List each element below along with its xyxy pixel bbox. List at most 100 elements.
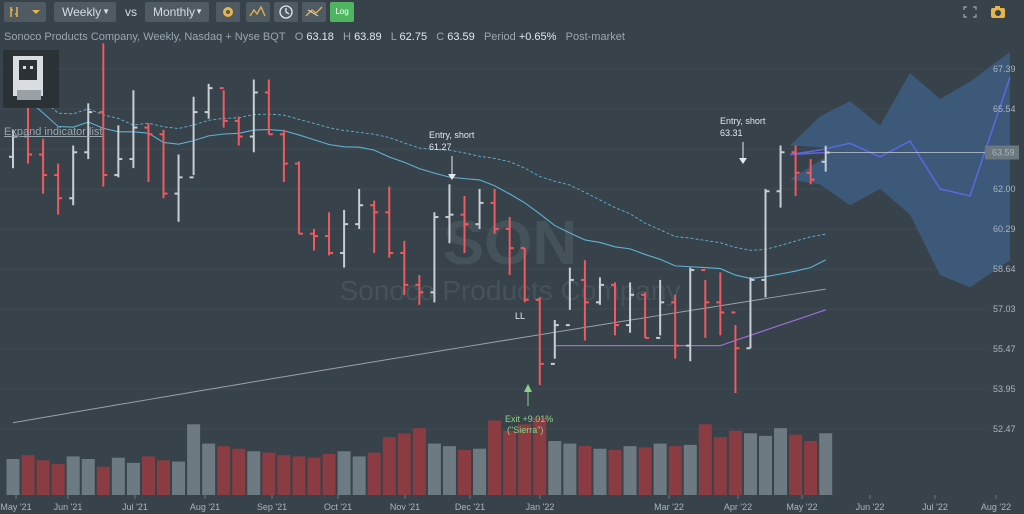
time-tick-label: Mar '22: [654, 502, 684, 512]
log-label: Log: [335, 7, 349, 16]
time-tick-label: Aug '21: [190, 502, 220, 512]
volume-bar: [473, 448, 487, 495]
price-tick-label: 53.95: [993, 384, 1016, 394]
volume-bar: [81, 459, 95, 495]
ohlc-bar: [716, 272, 725, 336]
price-axis: 67.3965.5463.7462.0060.2958.6457.0355.47…: [985, 64, 1019, 434]
ohlc-bar: [595, 277, 604, 305]
volume-bars: [6, 417, 833, 495]
log-scale-toggle[interactable]: Log: [330, 2, 354, 22]
volume-bar: [503, 430, 517, 495]
ohlc-bar: [791, 145, 800, 196]
ohlc-bar: [325, 212, 334, 256]
volume-bar: [789, 434, 803, 495]
indicator-icon[interactable]: [246, 2, 270, 22]
volume-bar: [759, 435, 772, 495]
volume-bar: [187, 424, 201, 495]
volume-bar: [352, 456, 366, 495]
ohlc-bar: [9, 129, 17, 169]
ohlc-bar: [144, 123, 153, 182]
compare-label: Monthly: [153, 5, 196, 19]
entry-short-label-2: Entry, short: [720, 116, 766, 126]
interval-label: Weekly: [62, 5, 102, 19]
session-label: Post-market: [565, 31, 625, 43]
volume-bar: [668, 446, 682, 495]
time-tick-label: Jul '22: [922, 502, 948, 512]
ohlc-bar: [641, 292, 650, 339]
chevron-down-icon: ▼: [195, 7, 203, 16]
ohlc-bar: [310, 228, 318, 251]
ohlc-bar: [565, 267, 574, 327]
volume-bar: [623, 446, 637, 495]
volume-bar: [382, 437, 396, 495]
volume-bar: [367, 452, 381, 495]
trade-annotations: Entry, short 61.27 Entry, short 63.31 Ex…: [429, 116, 766, 435]
volume-bar: [292, 456, 306, 495]
ohlc-bar: [776, 145, 785, 208]
volume-bar: [6, 459, 20, 495]
price-tick-label: 65.54: [993, 104, 1016, 114]
ohlc-bar: [219, 87, 228, 128]
ohlc-bar: [99, 43, 108, 187]
clock-icon[interactable]: [274, 2, 298, 22]
ohlc-bar: [114, 125, 123, 178]
volume-bar: [202, 443, 216, 495]
price-tick-label: 57.03: [993, 304, 1016, 314]
volume-bar: [232, 448, 246, 495]
volume-bar: [488, 420, 502, 495]
price-tick-label: 55.47: [993, 344, 1016, 354]
chevron-down-icon[interactable]: [26, 2, 46, 22]
volume-bar: [51, 464, 65, 495]
ohlc-bar: [671, 294, 680, 359]
price-tick-label: 67.39: [993, 64, 1016, 74]
exit-label: Exit +9.01%: [505, 414, 553, 424]
ohlc-bar: [84, 103, 93, 160]
volume-bar: [683, 444, 697, 495]
price-chart[interactable]: SON Sonoco Products Company Entry, short…: [0, 24, 1024, 514]
bars-style-icon[interactable]: [4, 2, 28, 22]
ohlc-bar: [656, 279, 665, 339]
toolbar: Weekly ▼ vs Monthly ▼ Log: [0, 0, 1024, 24]
volume-bar: [774, 428, 788, 495]
volume-bar: [397, 433, 411, 495]
camera-icon[interactable]: [986, 2, 1010, 22]
entry-short-value-2: 63.31: [720, 128, 743, 138]
high-value: 63.89: [354, 31, 382, 43]
interval-select[interactable]: Weekly ▼: [54, 2, 116, 22]
volume-bar: [563, 443, 577, 495]
fullscreen-icon[interactable]: [958, 2, 982, 22]
ohlc-bar: [129, 90, 138, 169]
ohlc-bar: [445, 184, 454, 244]
ma-line: [12, 87, 826, 279]
volume-bar: [111, 457, 125, 495]
volume-bar: [217, 446, 231, 495]
vs-label: vs: [125, 5, 137, 19]
ohlc-bar: [159, 129, 168, 199]
time-tick-label: Aug '22: [981, 502, 1011, 512]
volume-bar: [819, 433, 833, 495]
ohlc-bar: [821, 145, 830, 172]
ohlc-bar: [24, 103, 33, 164]
volume-bar: [578, 446, 592, 495]
volume-bar: [593, 448, 607, 495]
volume-bar: [157, 460, 170, 495]
price-tick-label: 58.64: [993, 264, 1016, 274]
volume-bar: [442, 446, 456, 495]
ohlc-bar: [475, 188, 484, 229]
time-tick-label: Jun '22: [856, 502, 885, 512]
ohlc-bar: [294, 161, 303, 235]
volume-bar: [653, 443, 667, 495]
volume-bar: [277, 455, 291, 495]
time-tick-label: May '22: [786, 502, 817, 512]
last-price-label: 63.59: [992, 147, 1015, 157]
volume-bar: [608, 450, 622, 495]
ohlc-bar: [340, 209, 349, 268]
volume-bar: [141, 456, 155, 495]
compare-select[interactable]: Monthly ▼: [145, 2, 209, 22]
volume-bar: [412, 428, 426, 495]
gear-icon[interactable]: [216, 2, 240, 22]
drawing-tools-icon[interactable]: [302, 2, 326, 22]
volume-bar: [698, 424, 712, 495]
time-tick-label: Nov '21: [390, 502, 420, 512]
expand-indicator-list-link[interactable]: Expand indicator list: [4, 126, 103, 138]
